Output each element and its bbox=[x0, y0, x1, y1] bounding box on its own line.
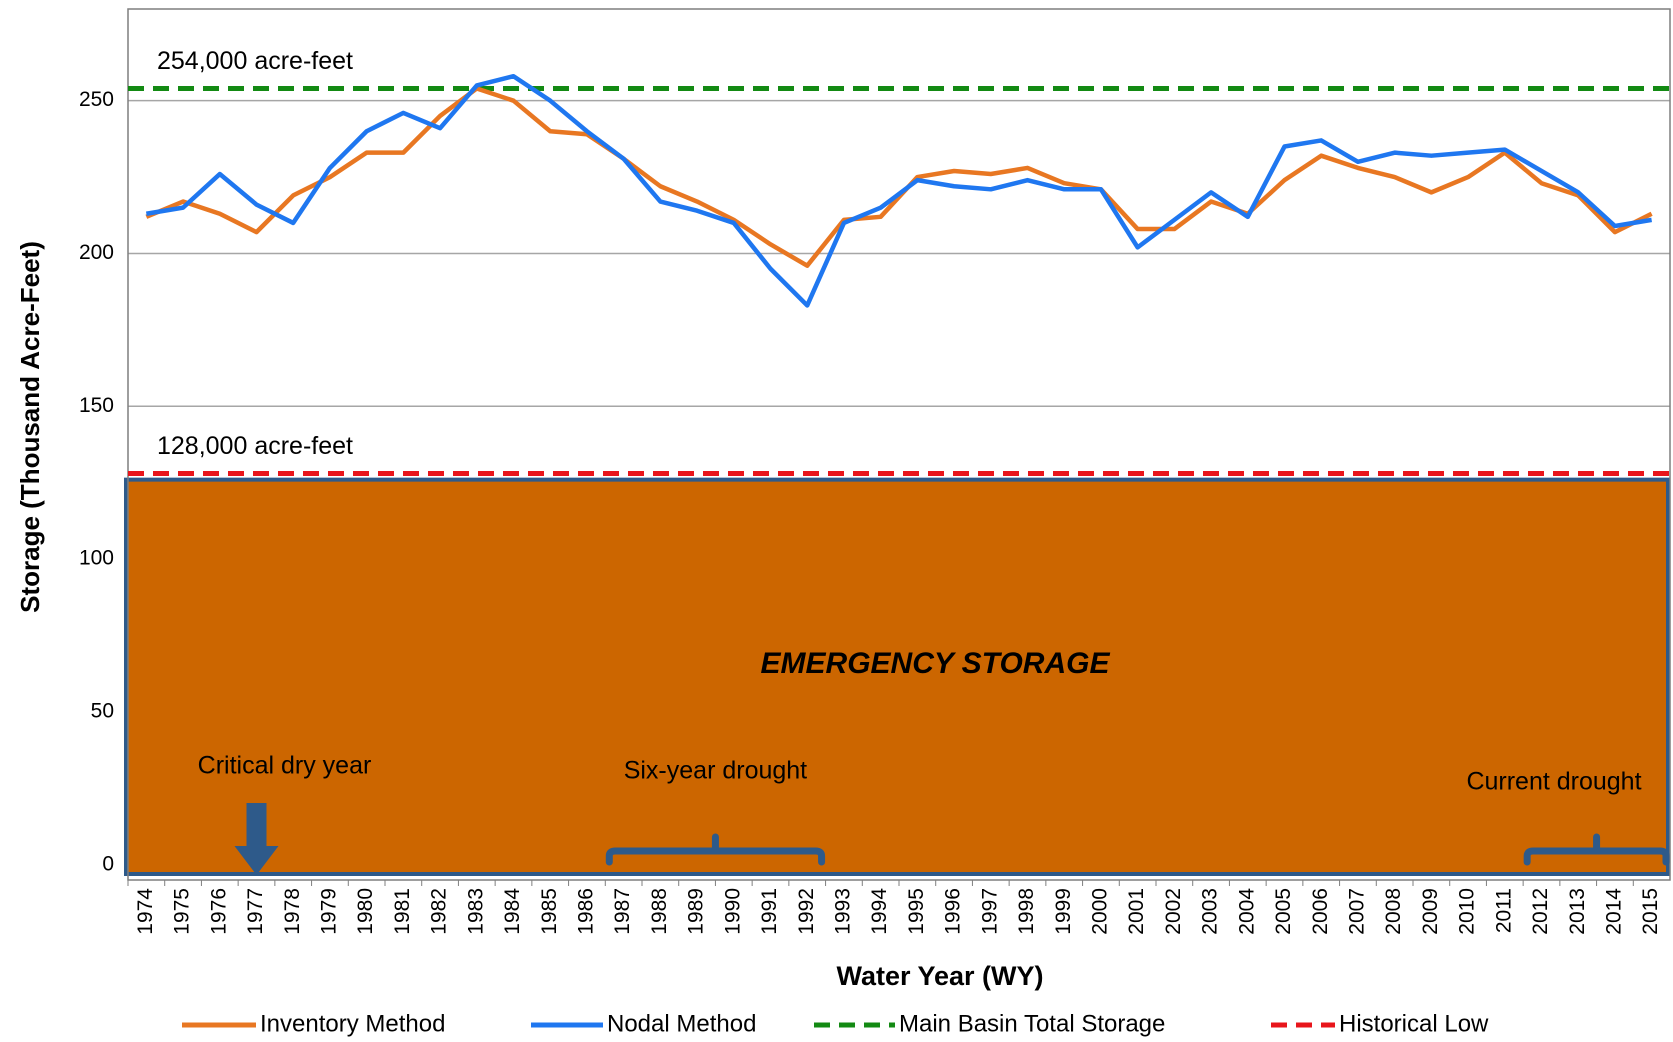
x-tick-label: 2004 bbox=[1235, 888, 1258, 935]
annotation-arrow bbox=[234, 803, 279, 875]
x-axis-title: Water Year (WY) bbox=[836, 961, 1043, 991]
x-tick-label: 1981 bbox=[391, 888, 414, 935]
x-tick-label: 2013 bbox=[1566, 888, 1589, 935]
series-line bbox=[145, 86, 1653, 268]
x-tick-label: 2015 bbox=[1639, 888, 1662, 935]
x-tick-label: 1977 bbox=[244, 888, 267, 935]
x-tick-label: 2014 bbox=[1602, 888, 1625, 935]
annotation-text: Current drought bbox=[1466, 768, 1641, 796]
x-tick-label: 1974 bbox=[134, 888, 157, 935]
annotation-text: Six-year drought bbox=[624, 757, 807, 785]
annotation-text: Critical dry year bbox=[198, 752, 372, 780]
x-tick-label: 1993 bbox=[831, 888, 854, 935]
x-tick-label: 2012 bbox=[1529, 888, 1552, 935]
x-tick-label: 1985 bbox=[538, 888, 561, 935]
emergency-storage bbox=[124, 477, 1670, 876]
annotation-bracket bbox=[605, 833, 826, 866]
y-tick-label: 150 bbox=[79, 394, 114, 417]
x-tick-label: 1988 bbox=[648, 888, 671, 935]
x-tick-label: 1975 bbox=[171, 888, 194, 935]
legend-label: Nodal Method bbox=[607, 1010, 756, 1037]
x-tick-label: 1994 bbox=[868, 888, 891, 935]
x-tick-label: 2001 bbox=[1125, 888, 1148, 935]
y-tick-label: 100 bbox=[79, 547, 114, 570]
x-tick-label: 2000 bbox=[1088, 888, 1111, 935]
x-tick-label: 2005 bbox=[1272, 888, 1295, 935]
x-tick-label: 1978 bbox=[281, 888, 304, 935]
x-tick-label: 2007 bbox=[1345, 888, 1368, 935]
legend-label: Inventory Method bbox=[260, 1010, 445, 1037]
y-axis-title: Storage (Thousand Acre-Feet) bbox=[15, 241, 45, 613]
x-tick-label: 1998 bbox=[1015, 888, 1038, 935]
y-tick-label: 250 bbox=[79, 88, 114, 111]
x-tick-label: 1986 bbox=[574, 888, 597, 935]
x-tick-label: 2010 bbox=[1456, 888, 1479, 935]
x-tick-label: 1980 bbox=[354, 888, 377, 935]
x-tick-label: 1995 bbox=[905, 888, 928, 935]
legend-label: Historical Low bbox=[1339, 1010, 1489, 1037]
legend-label: Main Basin Total Storage bbox=[899, 1010, 1165, 1037]
series-line bbox=[145, 73, 1653, 308]
x-tick-label: 1999 bbox=[1052, 888, 1075, 935]
x-tick-label: 2006 bbox=[1309, 888, 1332, 935]
x-tick-label: 2003 bbox=[1199, 888, 1222, 935]
x-tick-label: 1991 bbox=[758, 888, 781, 935]
x-tick-label: 2009 bbox=[1419, 888, 1442, 935]
x-tick-label: 1983 bbox=[464, 888, 487, 935]
reference-label: 128,000 acre-feet bbox=[157, 432, 353, 460]
y-tick-label: 0 bbox=[102, 852, 114, 875]
x-tick-label: 1992 bbox=[795, 888, 818, 935]
x-tick-label: 1989 bbox=[685, 888, 708, 935]
x-tick-label: 1987 bbox=[611, 888, 634, 935]
y-tick-label: 50 bbox=[91, 699, 114, 722]
x-tick-label: 1997 bbox=[978, 888, 1001, 935]
annotation-bracket bbox=[1523, 833, 1670, 866]
reference-label: 254,000 acre-feet bbox=[157, 47, 353, 75]
x-tick-label: 1984 bbox=[501, 888, 524, 935]
y-tick-label: 200 bbox=[79, 241, 114, 264]
x-tick-label: 2002 bbox=[1162, 888, 1185, 935]
x-tick-label: 1982 bbox=[428, 888, 451, 935]
x-tick-label: 2008 bbox=[1382, 888, 1405, 935]
x-tick-label: 1976 bbox=[207, 888, 230, 935]
emergency-storage-label: EMERGENCY STORAGE bbox=[761, 647, 1111, 680]
x-tick-label: 2011 bbox=[1492, 888, 1515, 933]
x-tick-label: 1979 bbox=[317, 888, 340, 935]
x-tick-label: 1990 bbox=[721, 888, 744, 935]
x-tick-label: 1996 bbox=[942, 888, 965, 935]
